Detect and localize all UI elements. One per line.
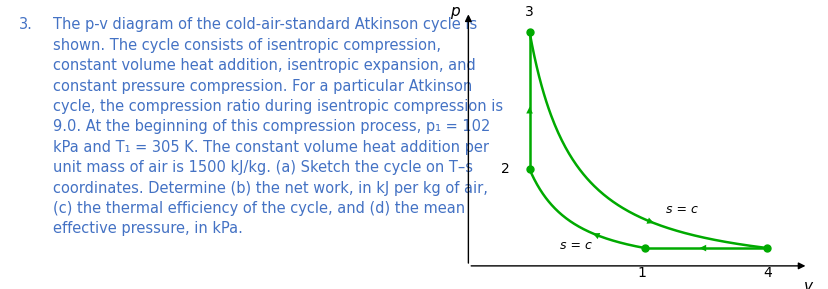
Text: 3.: 3. bbox=[18, 17, 32, 32]
Text: 3: 3 bbox=[525, 5, 533, 19]
Text: p: p bbox=[450, 4, 459, 19]
Text: s = c: s = c bbox=[559, 239, 591, 252]
Text: s = c: s = c bbox=[666, 203, 697, 216]
Text: The p-v diagram of the cold-air-standard Atkinson cycle is
shown. The cycle cons: The p-v diagram of the cold-air-standard… bbox=[53, 17, 503, 236]
Text: 1: 1 bbox=[637, 266, 645, 280]
Text: v: v bbox=[803, 279, 811, 289]
Text: 4: 4 bbox=[763, 266, 771, 280]
Text: 2: 2 bbox=[501, 162, 509, 176]
